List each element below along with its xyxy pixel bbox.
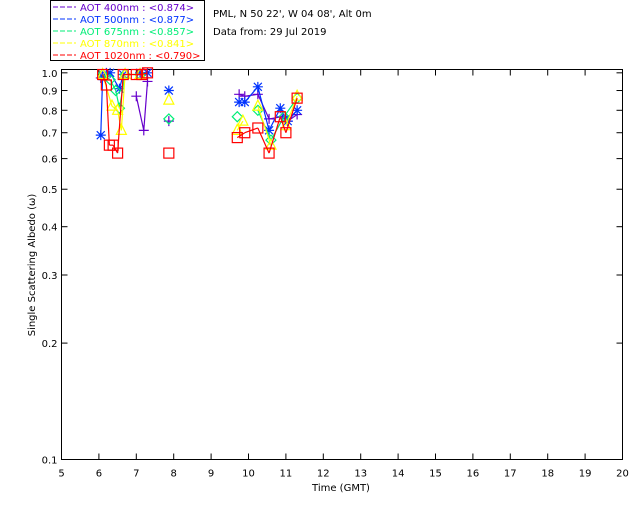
series-line-segment xyxy=(244,127,259,134)
y-tick-label: 0.8 xyxy=(42,106,58,117)
y-tick-label: 0.7 xyxy=(42,129,58,140)
y-tick-label: 0.4 xyxy=(42,223,58,234)
plot-frame xyxy=(61,69,623,460)
x-tick-label: 18 xyxy=(541,469,554,480)
square-marker xyxy=(117,68,129,81)
square-marker xyxy=(274,111,286,123)
x-tick-label: 13 xyxy=(354,469,367,480)
x-tick-label: 19 xyxy=(579,469,592,480)
y-tick-label: 0.5 xyxy=(42,185,58,196)
triangle-marker xyxy=(106,98,118,111)
series-line-segment xyxy=(120,74,126,131)
x-tick-label: 20 xyxy=(616,469,629,480)
x-tick-label: 9 xyxy=(208,469,214,480)
series-line-segment xyxy=(100,76,104,136)
series-star xyxy=(95,67,303,141)
star-marker xyxy=(252,81,263,92)
y-tick-label: 0.9 xyxy=(42,87,58,98)
series-diamond xyxy=(96,68,303,146)
x-tick-label: 7 xyxy=(133,469,139,480)
diamond-marker xyxy=(162,113,175,125)
x-tick-label: 11 xyxy=(280,469,293,480)
star-marker xyxy=(105,67,116,78)
x-tick-label: 8 xyxy=(171,469,177,480)
square-marker xyxy=(163,147,175,159)
axes: 5 6 7 8 9 10 11 12 13 14 15 16 17 18 19 20 1.0 0.9 0.8 0.7 0… xyxy=(42,69,629,480)
star-marker xyxy=(239,97,250,108)
legend-entry: AOT 400nm : <0.874> xyxy=(80,3,194,14)
square-marker xyxy=(252,122,264,134)
series-square xyxy=(97,67,303,159)
series-line-segment xyxy=(135,96,145,131)
legend-entry: AOT 1020nm : <0.790> xyxy=(80,51,200,62)
x-tick-label: 5 xyxy=(58,469,64,480)
series-line-segment xyxy=(143,81,149,131)
legend-entry: AOT 675nm : <0.857> xyxy=(80,27,194,38)
star-marker xyxy=(95,130,106,141)
square-marker xyxy=(100,79,112,91)
star-marker xyxy=(163,85,174,96)
diamond-marker xyxy=(231,110,244,123)
x-axis-label: Time (GMT) xyxy=(311,483,370,494)
y-tick-label: 0.6 xyxy=(42,155,58,166)
diamond-marker xyxy=(252,104,264,117)
square-marker xyxy=(263,147,275,159)
series-line-segment xyxy=(257,105,272,146)
triangle-marker xyxy=(111,102,124,115)
triangle-marker xyxy=(291,88,304,101)
x-tick-label: 15 xyxy=(429,469,442,480)
triangle-marker xyxy=(119,67,132,80)
triangle-marker xyxy=(251,98,264,111)
legend: AOT 400nm : <0.874>AOT 500nm : <0.877>AO… xyxy=(53,3,200,62)
triangle-marker xyxy=(264,137,277,150)
plus-marker xyxy=(138,125,149,136)
square-marker xyxy=(291,92,303,104)
series-line-segment xyxy=(285,95,298,126)
square-marker xyxy=(136,68,148,81)
x-tick-label: 12 xyxy=(317,469,330,480)
x-tick-label: 14 xyxy=(392,469,405,480)
series-line-segment xyxy=(268,116,281,154)
square-marker xyxy=(280,127,292,139)
star-marker xyxy=(264,125,275,136)
location-text: PML, N 50 22', W 04 08', Alt 0m xyxy=(213,9,372,20)
square-marker xyxy=(111,147,124,159)
y-tick-label: 1.0 xyxy=(42,69,58,80)
series-triangle xyxy=(96,67,304,150)
legend-entry: AOT 500nm : <0.877> xyxy=(80,15,194,26)
x-tick-label: 10 xyxy=(242,469,255,480)
diamond-marker xyxy=(109,84,122,97)
x-tick-label: 6 xyxy=(96,469,102,480)
square-marker xyxy=(239,127,251,139)
series-line-segment xyxy=(285,97,298,133)
series-line-segment xyxy=(105,84,110,146)
series-line-segment xyxy=(115,90,121,109)
star-marker xyxy=(292,105,303,116)
legend-entry: AOT 870nm : <0.841> xyxy=(80,39,194,50)
y-axis-label: Single Scattering Albedo (ω) xyxy=(27,194,38,337)
series-line-segment xyxy=(236,120,244,131)
date-text: Data from: 29 Jul 2019 xyxy=(213,27,326,38)
legend-box xyxy=(50,0,205,61)
square-marker xyxy=(130,68,142,81)
y-tick-label: 0.1 xyxy=(42,456,58,467)
star-marker xyxy=(275,103,286,114)
data-layer xyxy=(95,67,304,159)
triangle-marker xyxy=(162,92,175,105)
triangle-marker xyxy=(96,67,109,80)
x-tick-label: 17 xyxy=(504,469,517,480)
triangle-marker xyxy=(236,113,249,126)
series-line-segment xyxy=(236,132,246,139)
series-line-segment xyxy=(257,127,270,154)
square-marker xyxy=(141,67,154,79)
plus-marker xyxy=(131,91,142,102)
series-line-segment xyxy=(279,116,287,133)
y-tick-label: 0.2 xyxy=(42,339,58,350)
series-line-segment xyxy=(257,86,270,131)
star-marker xyxy=(234,97,245,108)
x-tick-label: 16 xyxy=(467,469,480,480)
star-marker xyxy=(135,67,146,78)
y-tick-label: 0.3 xyxy=(42,271,58,282)
